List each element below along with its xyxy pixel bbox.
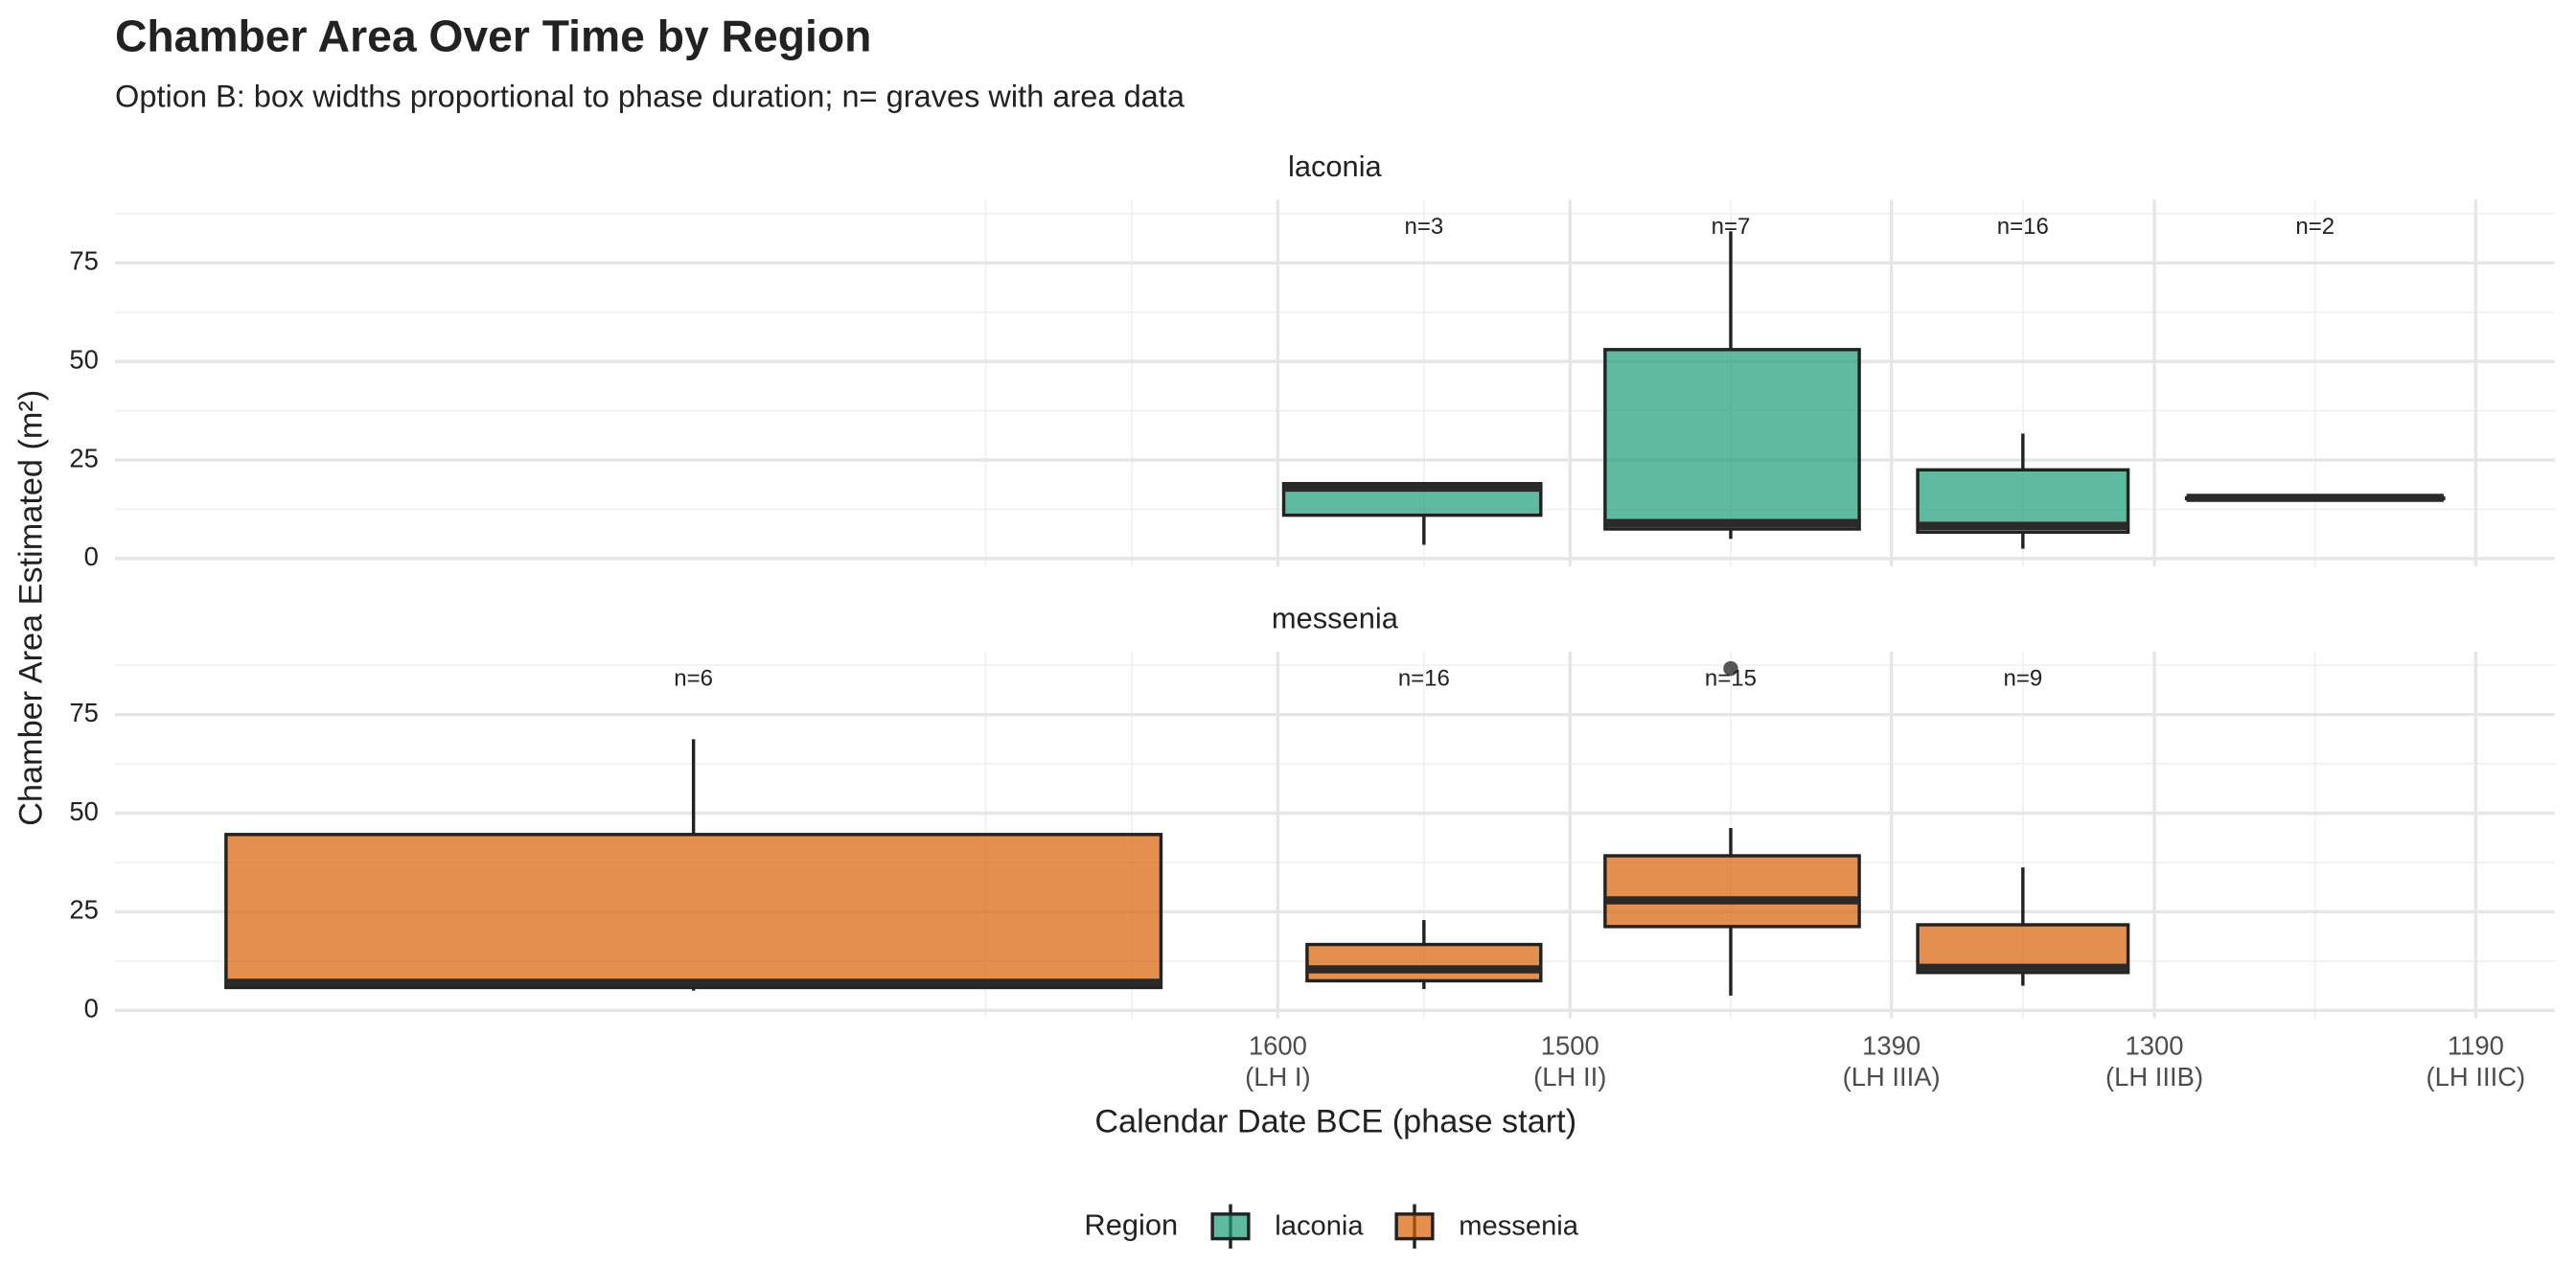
x-tick-label: 1500 (LH II) [1533,1033,1607,1092]
legend-key [1394,1212,1435,1241]
n-label: n=16 [1398,665,1450,691]
x-tick-label: 1600 (LH I) [1245,1033,1311,1092]
legend-label: laconia [1275,1210,1364,1241]
y-tick-label: 50 [69,796,98,826]
y-tick-label: 0 [84,541,99,571]
n-label: n=7 [1712,214,1751,240]
box [224,833,1163,990]
x-tick-label: 1390 (LH IIIA) [1842,1033,1941,1092]
box [1305,942,1543,983]
n-label: n=9 [2003,665,2042,691]
box [1603,348,1861,531]
n-label: n=6 [674,665,713,691]
n-label: n=2 [2295,214,2334,240]
box [1603,854,1861,929]
y-tick-label: 25 [69,895,98,925]
x-axis-label: Calendar Date BCE (phase start) [1094,1104,1576,1140]
strip-title: laconia [1288,150,1383,183]
y-tick-label: 75 [69,698,98,727]
x-tick-label: 1190 (LH IIIC) [2426,1033,2526,1092]
y-tick-label: 75 [69,246,98,276]
x-tick-label: 1300 (LH IIIB) [2104,1033,2204,1092]
n-label: n=15 [1705,665,1757,691]
chart-title: Chamber Area Over Time by Region [115,11,871,60]
y-tick-label: 50 [69,344,98,374]
strip-title: messenia [1272,601,1399,634]
y-tick-label: 0 [84,994,99,1024]
chart-subtitle: Option B: box widths proportional to pha… [115,79,1185,113]
n-label: n=16 [1997,214,2049,240]
n-label: n=3 [1404,214,1443,240]
outlier [1723,660,1738,677]
y-axis-label: Chamber Area Estimated (m²) [12,390,49,826]
legend-key [1210,1212,1251,1241]
legend-label: messenia [1459,1210,1578,1241]
legend-title: Region [1084,1208,1178,1242]
y-tick-label: 25 [69,443,98,472]
